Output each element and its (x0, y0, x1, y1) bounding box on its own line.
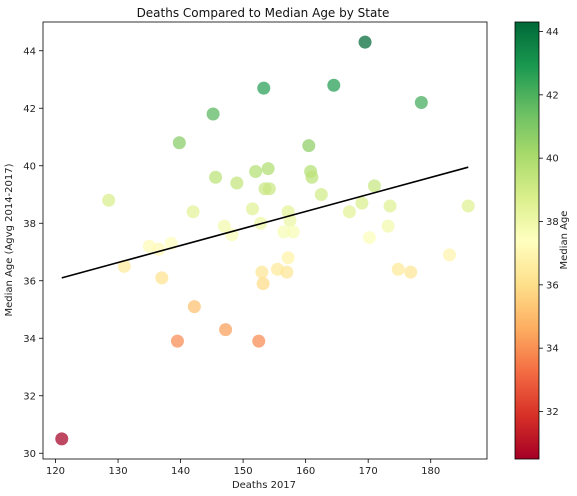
scatter-point (367, 179, 381, 193)
colorbar-tick-label: 42 (546, 90, 559, 101)
scatter-point (209, 170, 223, 184)
regression-line (61, 166, 469, 279)
scatter-point (102, 193, 116, 207)
colorbar-tick-label: 38 (546, 217, 559, 228)
x-tick-label: 180 (421, 466, 440, 477)
plot-frame (42, 21, 488, 460)
y-tick-label: 36 (23, 276, 36, 287)
scatter-point (286, 225, 300, 239)
scatter-point (280, 265, 294, 279)
x-tick-label: 130 (108, 466, 127, 477)
scatter-point (206, 107, 220, 121)
colorbar-tick-label: 32 (546, 407, 559, 418)
x-axis-label: Deaths 2017 (232, 480, 296, 491)
y-tick-label: 30 (23, 449, 36, 460)
scatter-point (442, 248, 456, 262)
x-tick-label: 120 (46, 466, 65, 477)
x-ticks: 120 130 140 150 160 170 180 (46, 459, 440, 477)
colorbar-tick-label: 40 (546, 154, 559, 165)
y-tick-label: 32 (23, 391, 36, 402)
colorbar-tick-label: 36 (546, 280, 559, 291)
colorbar: 32 34 36 38 40 42 44 Median Age (514, 21, 570, 460)
colorbar-tick-label: 34 (546, 344, 559, 355)
y-tick-label: 40 (23, 161, 36, 172)
scatter-point (252, 334, 266, 348)
colorbar-gradient (514, 21, 540, 460)
y-tick-label: 42 (23, 104, 36, 115)
scatter-point (305, 170, 319, 184)
scatter-point (404, 265, 418, 279)
scatter-point (217, 219, 231, 233)
chart-title: Deaths Compared to Median Age by State (137, 6, 390, 20)
x-tick-label: 140 (171, 466, 190, 477)
scatter-point (461, 199, 475, 213)
plot-area: 120 130 140 150 160 170 180 30 32 34 36 38 40 42 44 (23, 21, 488, 477)
y-tick-label: 34 (23, 334, 36, 345)
scatter-point (362, 231, 376, 245)
y-ticks: 30 32 34 36 38 40 42 44 (23, 46, 43, 460)
scatter-point (249, 165, 263, 178)
scatter-point (155, 271, 169, 285)
scatter-point (255, 265, 269, 279)
scatter-point (281, 251, 295, 265)
x-tick-label: 150 (234, 466, 253, 477)
y-tick-label: 38 (23, 219, 36, 230)
colorbar-tick-label: 44 (546, 27, 559, 38)
scatter-point (172, 136, 186, 150)
scatter-point (262, 182, 276, 196)
scatter-point (327, 78, 341, 92)
scatter-point (358, 35, 372, 49)
scatter-point (245, 202, 259, 216)
scatter-point (55, 432, 69, 446)
scatter-point (302, 139, 316, 153)
scatter-point (355, 196, 369, 210)
scatter-point (230, 176, 244, 190)
scatter-point (342, 205, 356, 219)
scatter-point (170, 334, 184, 348)
scatter-point (261, 162, 275, 176)
colorbar-label: Median Age (559, 211, 570, 270)
scatter-point (117, 259, 131, 273)
y-axis-label: Median Age (Agvg 2014-2017) (4, 163, 15, 316)
scatter-point (186, 205, 200, 219)
scatter-point (391, 262, 405, 276)
scatter-point (256, 277, 270, 291)
scatter-point (277, 225, 291, 239)
scatter-point (414, 96, 428, 109)
scatter-point (314, 188, 328, 201)
x-tick-label: 160 (296, 466, 315, 477)
scatter-point (219, 323, 233, 337)
scatter-point (381, 219, 395, 233)
scatter-point (383, 199, 397, 213)
x-tick-label: 170 (359, 466, 378, 477)
colorbar-ticks: 32 34 36 38 40 42 44 (539, 27, 559, 418)
y-tick-label: 44 (23, 46, 36, 57)
scatter-point (152, 242, 166, 256)
scatter-point (187, 300, 201, 314)
scatter-point (257, 81, 271, 95)
